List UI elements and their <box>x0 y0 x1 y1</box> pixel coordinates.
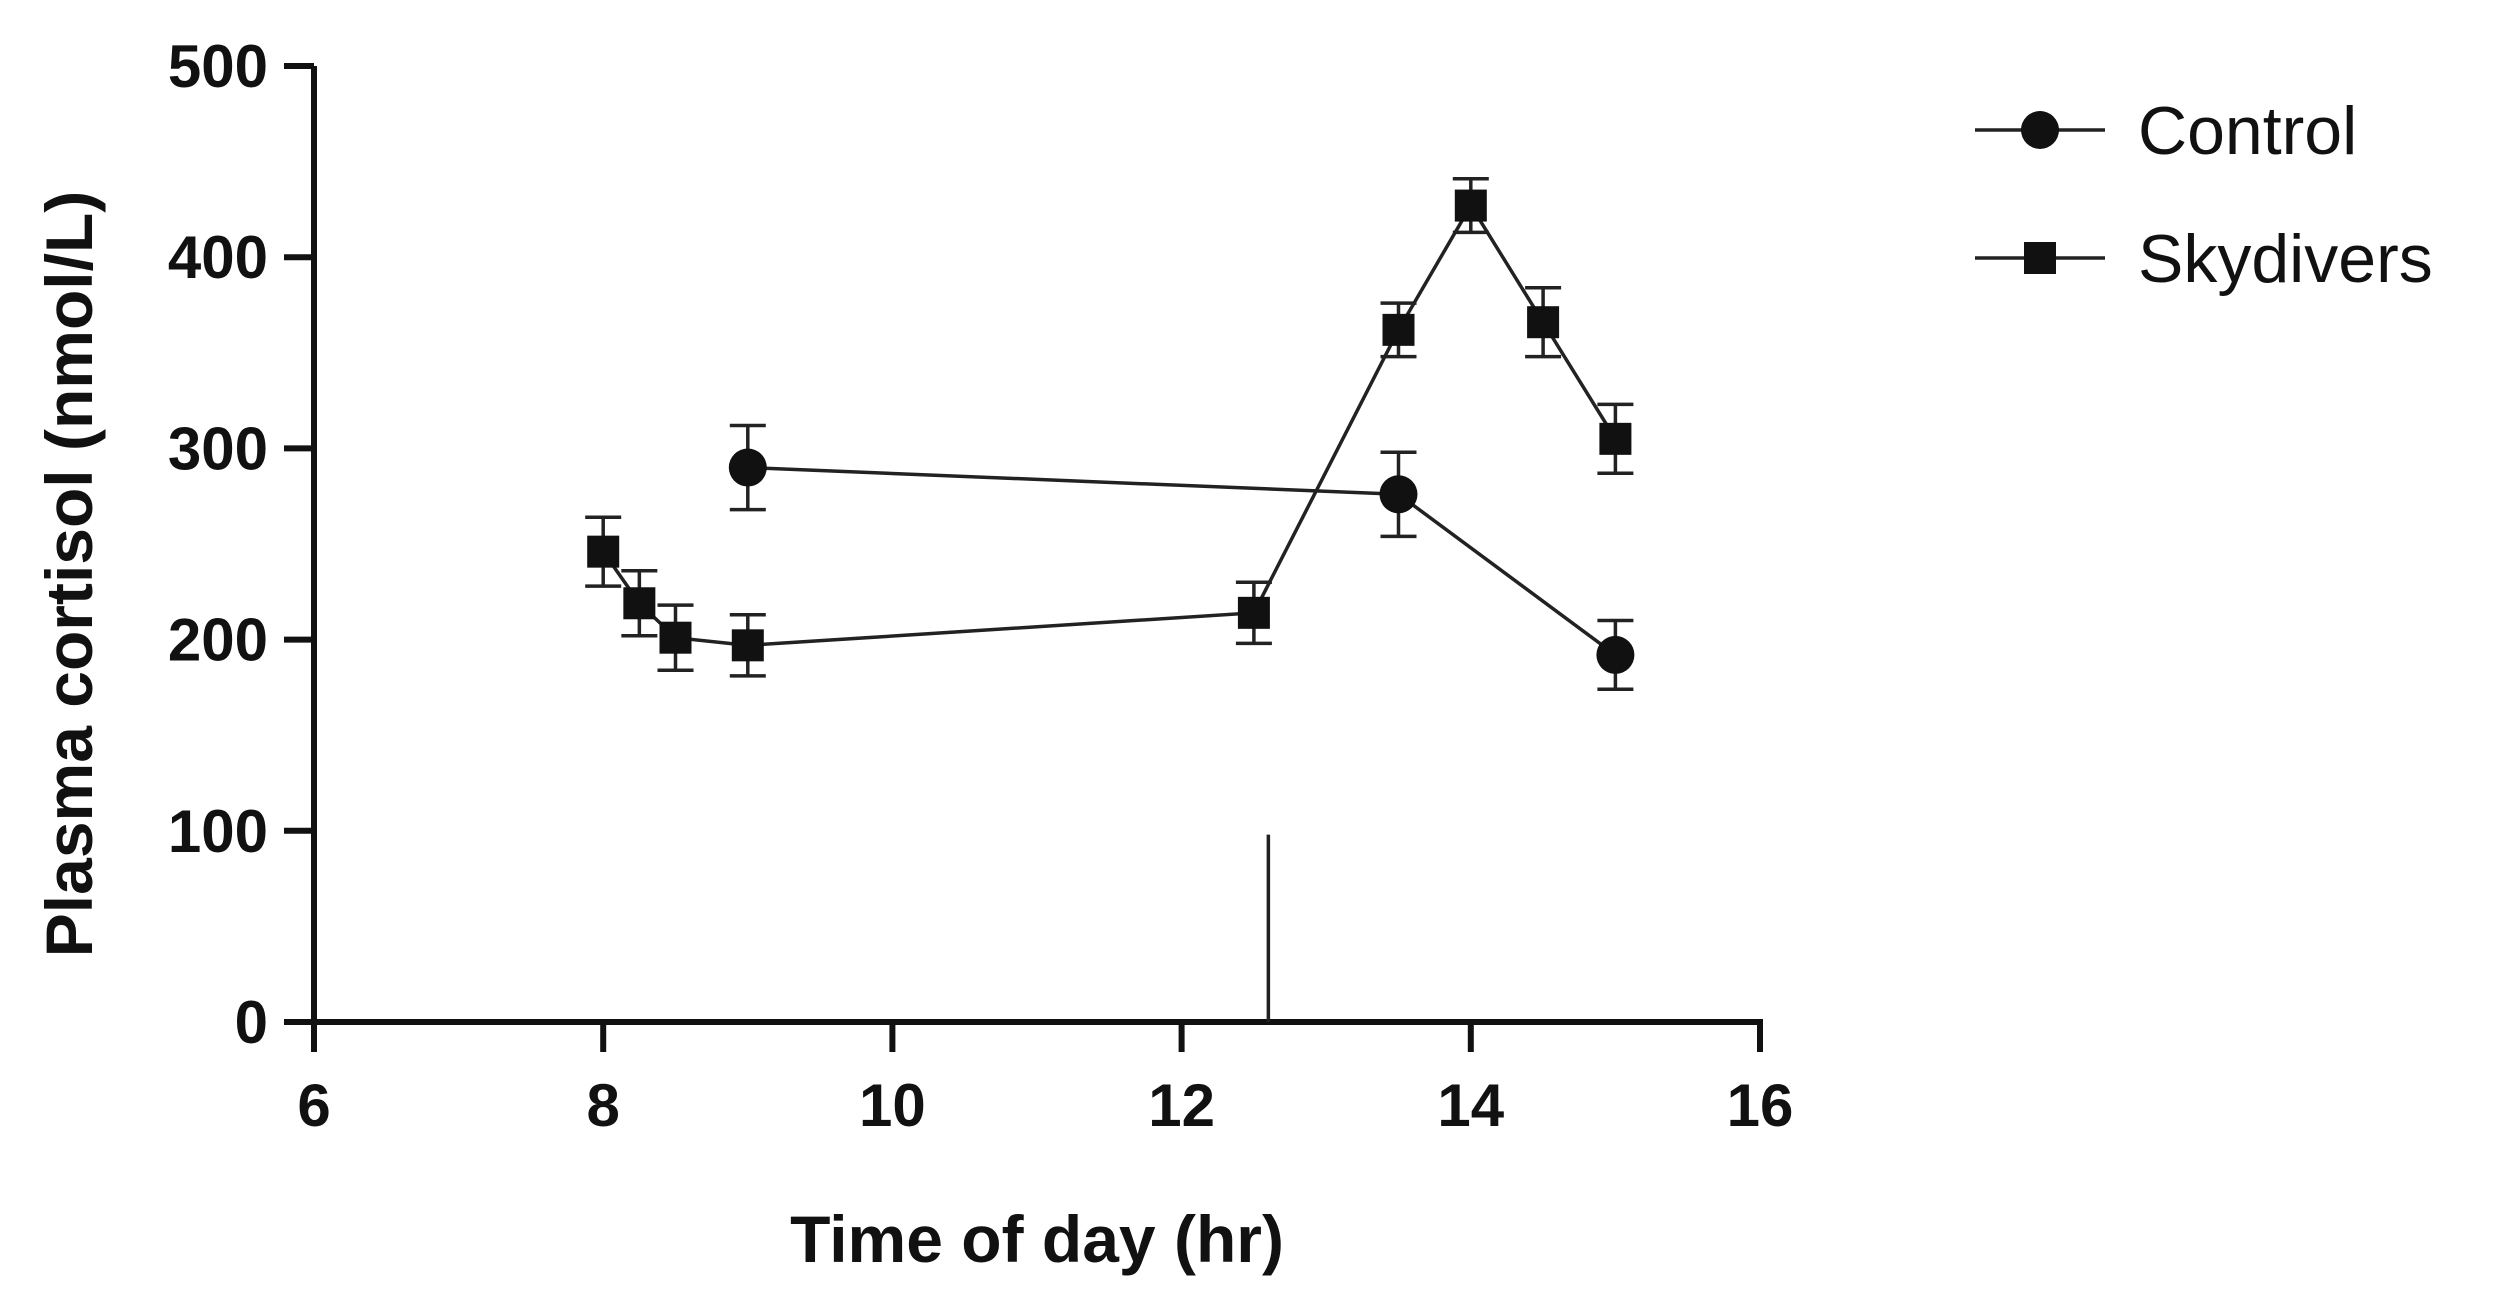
series-layer <box>585 177 1635 692</box>
data-point <box>1527 306 1560 339</box>
data-point <box>1454 189 1487 222</box>
y-tick-label: 500 <box>168 33 268 100</box>
series-control <box>728 423 1635 692</box>
data-point <box>1379 475 1418 514</box>
x-tick-label: 10 <box>859 1072 926 1139</box>
data-point <box>1237 596 1270 629</box>
legend: Control Skydivers <box>1975 93 2433 297</box>
data-point <box>1599 422 1632 455</box>
legend-marker <box>2021 111 2059 149</box>
legend-label: Skydivers <box>2138 221 2433 297</box>
data-point <box>659 621 692 654</box>
data-point <box>731 629 764 662</box>
x-tick-label: 16 <box>1727 1072 1794 1139</box>
legend-marker <box>2024 242 2056 274</box>
y-tick-label: 200 <box>168 607 268 674</box>
data-point <box>1382 313 1415 346</box>
y-tick-label: 100 <box>168 798 268 865</box>
x-axis-title: Time of day (hr) <box>790 1202 1284 1276</box>
x-ticks: 6 8 10 12 14 16 <box>297 1022 1793 1139</box>
x-tick-label: 6 <box>297 1072 330 1139</box>
series-line <box>747 465 1617 657</box>
data-point <box>587 535 620 568</box>
series-skydivers <box>585 177 1634 678</box>
x-tick-label: 14 <box>1437 1072 1504 1139</box>
data-point <box>623 587 656 620</box>
legend-item-control: Control <box>1975 93 2357 169</box>
x-tick-label: 8 <box>587 1072 620 1139</box>
data-point <box>1596 635 1635 674</box>
data-point <box>728 448 767 487</box>
legend-item-skydivers: Skydivers <box>1975 221 2433 297</box>
legend-label: Control <box>2138 93 2357 169</box>
x-tick-label: 12 <box>1148 1072 1215 1139</box>
y-tick-label: 300 <box>168 415 268 482</box>
y-tick-label: 400 <box>168 224 268 291</box>
y-tick-label: 0 <box>235 989 268 1056</box>
y-axis-title: Plasma cortisol (nmol/L) <box>32 191 106 957</box>
y-ticks: 0 100 200 300 400 500 <box>168 33 314 1056</box>
axes: 6 8 10 12 14 16 0 100 200 300 400 500 <box>168 33 1793 1139</box>
